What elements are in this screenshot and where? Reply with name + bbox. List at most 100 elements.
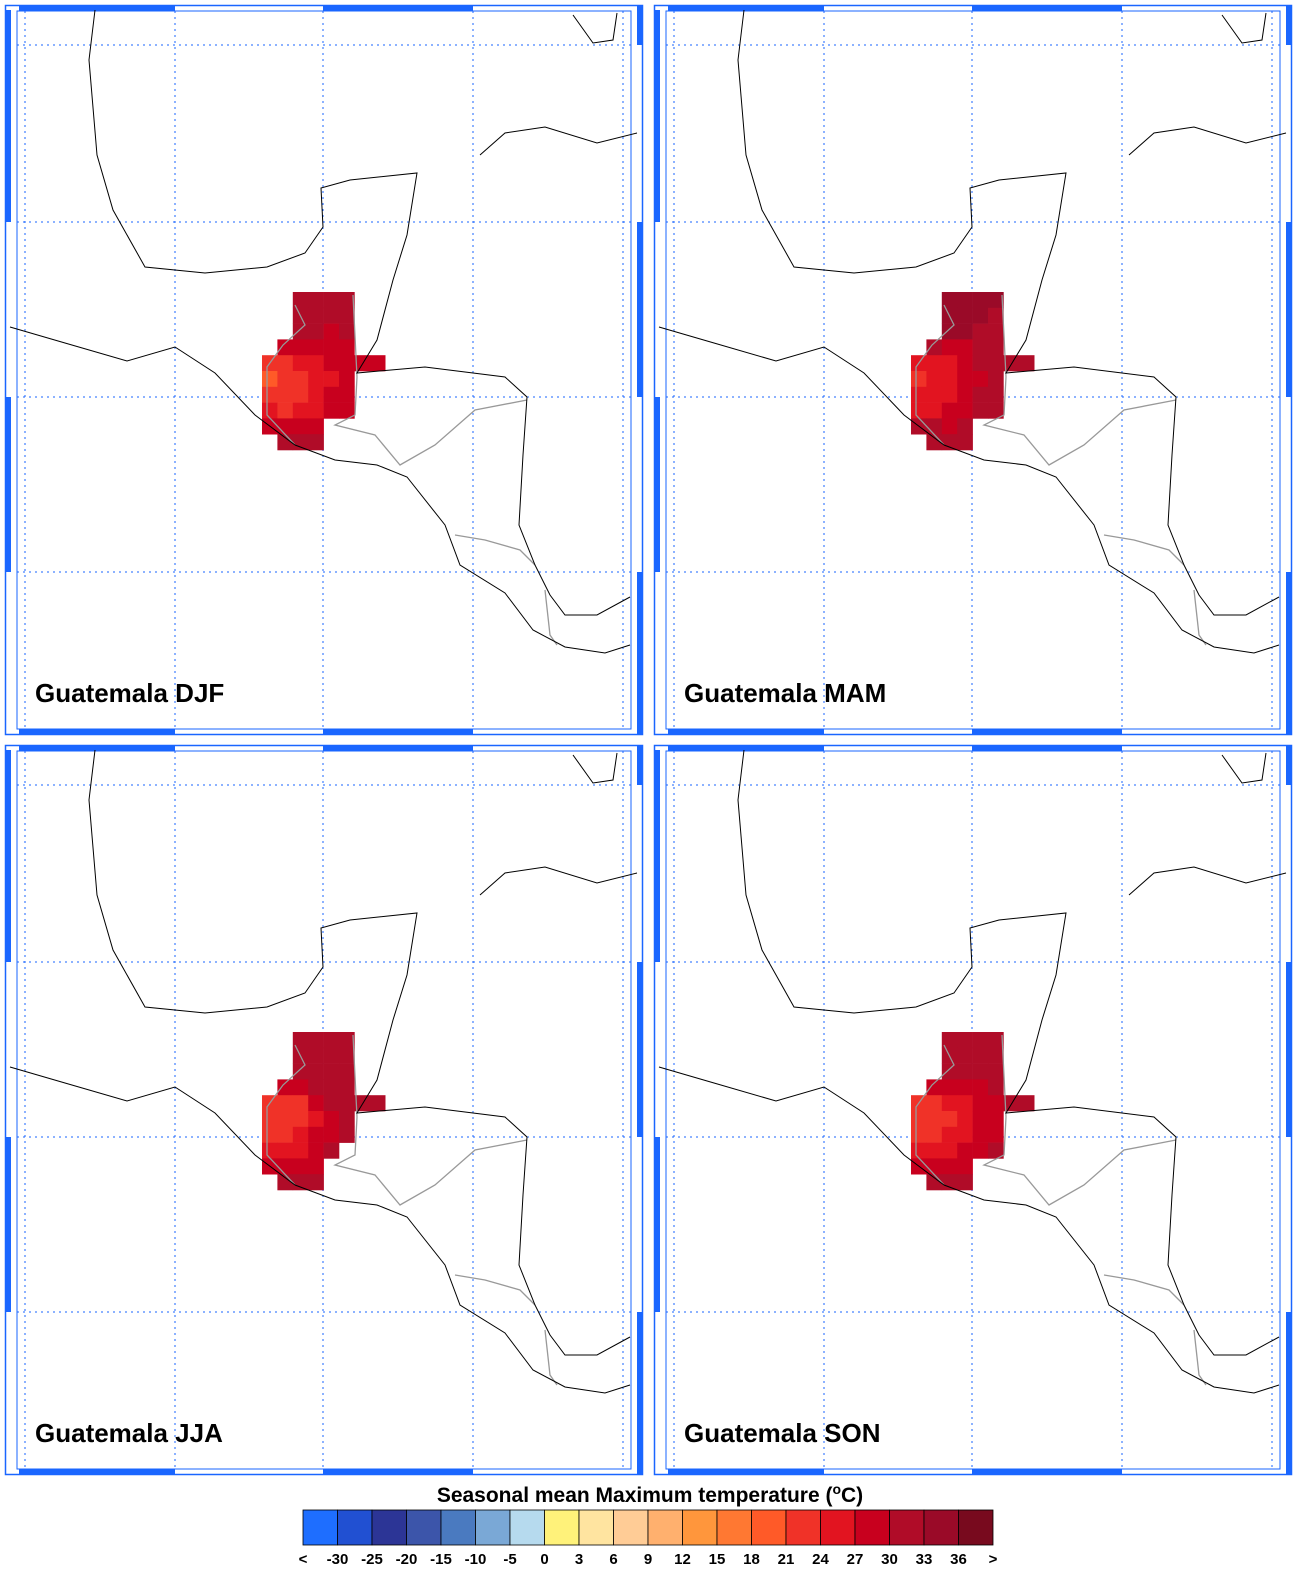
colorbar-label: > xyxy=(989,1551,998,1568)
country-border xyxy=(544,1329,558,1386)
grid-cell xyxy=(941,1079,958,1096)
colorbar-swatch xyxy=(475,1509,511,1546)
colorbar-swatch xyxy=(647,1509,683,1546)
grid-cell xyxy=(957,1095,973,1112)
colorbar-label: 3 xyxy=(575,1551,583,1568)
grid-cell xyxy=(292,386,309,403)
frame-bar xyxy=(19,5,175,11)
grid-cell xyxy=(957,1174,973,1191)
grid-cell xyxy=(957,1063,973,1080)
colorbar-label: 36 xyxy=(950,1551,967,1568)
colorbar-label: 24 xyxy=(812,1551,829,1568)
grid-cell xyxy=(262,1126,278,1143)
grid-cell xyxy=(339,1047,355,1064)
colorbar-label: -5 xyxy=(503,1551,516,1568)
grid-cell xyxy=(308,434,324,451)
grid-cell xyxy=(957,434,973,451)
grid-cell xyxy=(323,292,340,309)
grid-cell xyxy=(369,355,386,372)
grid-cell xyxy=(262,1142,278,1159)
grid-cell xyxy=(277,1142,294,1159)
grid-cell xyxy=(957,1142,973,1159)
grid-cell xyxy=(957,402,973,419)
grid-cell xyxy=(308,402,324,419)
grid-cell xyxy=(277,1126,294,1143)
grid-cell xyxy=(988,1063,1004,1080)
panel-title: Guatemala MAM xyxy=(684,678,886,708)
colorbar-label: -15 xyxy=(430,1551,452,1568)
grid-cell xyxy=(926,1111,943,1128)
grid-cell xyxy=(292,1111,309,1128)
frame-bar xyxy=(1286,962,1292,1137)
grid-cell xyxy=(941,339,958,356)
grid-cell xyxy=(972,1126,989,1143)
grid-cell xyxy=(308,1063,324,1080)
grid-cell xyxy=(911,402,927,419)
grid-cell xyxy=(292,434,309,451)
grid-cell xyxy=(308,418,324,435)
grid-cell xyxy=(277,1079,294,1096)
grid-cell xyxy=(941,1095,958,1112)
panel-title: Guatemala DJF xyxy=(35,678,224,708)
grid-cell xyxy=(988,292,1004,309)
grid-cell xyxy=(911,1142,927,1159)
grid-cell xyxy=(292,1126,309,1143)
country-border xyxy=(544,589,558,646)
grid-cell xyxy=(972,1111,989,1128)
grid-cell xyxy=(323,1126,340,1143)
grid-cell xyxy=(972,1032,989,1049)
grid-cell xyxy=(957,371,973,388)
grid-cell xyxy=(339,402,355,419)
colorbar-label: -30 xyxy=(327,1551,349,1568)
grid-cell xyxy=(926,402,943,419)
grid-cell xyxy=(941,1126,958,1143)
grid-cell xyxy=(972,1142,989,1159)
coastline xyxy=(1221,12,1267,44)
colorbar-title-sup: o xyxy=(832,1481,841,1497)
frame-bar xyxy=(1286,222,1292,397)
grid-cell xyxy=(1003,355,1020,372)
grid-cell xyxy=(988,323,1004,340)
country-border xyxy=(333,1034,528,1206)
grid-cell xyxy=(339,1063,355,1080)
frame-bar xyxy=(972,5,1122,11)
colorbar-label: -20 xyxy=(396,1551,418,1568)
grid-cell xyxy=(308,1079,324,1096)
grid-cell xyxy=(1018,355,1035,372)
colorbar-swatch xyxy=(958,1509,994,1546)
coastline xyxy=(572,12,618,44)
country-border xyxy=(266,1044,306,1186)
grid-cell xyxy=(308,323,324,340)
grid-cell xyxy=(323,323,340,340)
grid-cell xyxy=(1003,1095,1020,1112)
grid-cell xyxy=(292,1079,309,1096)
frame-bar xyxy=(972,745,1122,751)
grid-cell xyxy=(292,371,309,388)
grid-cell xyxy=(957,307,973,324)
country-border xyxy=(1103,534,1185,566)
grid-cell xyxy=(339,307,355,324)
grid-cell xyxy=(277,1095,294,1112)
grid-cell xyxy=(926,339,943,356)
grid-cell xyxy=(988,371,1004,388)
grid-cell xyxy=(277,371,294,388)
coastline xyxy=(737,9,1280,616)
grid-cell xyxy=(926,1126,943,1143)
frame-bar xyxy=(19,745,175,751)
grid-cell xyxy=(292,418,309,435)
grid-cell xyxy=(308,1111,324,1128)
frame-bar xyxy=(5,1137,11,1312)
colorbar-swatch xyxy=(716,1509,752,1546)
colorbar-title-main: Seasonal mean Maximum temperature ( xyxy=(437,1484,833,1507)
grid-cell xyxy=(911,1111,927,1128)
coastline xyxy=(9,1066,631,1394)
colorbar-label: 33 xyxy=(916,1551,933,1568)
grid-cell xyxy=(941,292,958,309)
colorbar-swatch xyxy=(371,1509,407,1546)
frame-bar xyxy=(668,1469,824,1475)
frame-bar xyxy=(637,745,643,785)
grid-cell xyxy=(323,1063,340,1080)
grid-cell xyxy=(957,323,973,340)
coastline xyxy=(1128,866,1287,896)
